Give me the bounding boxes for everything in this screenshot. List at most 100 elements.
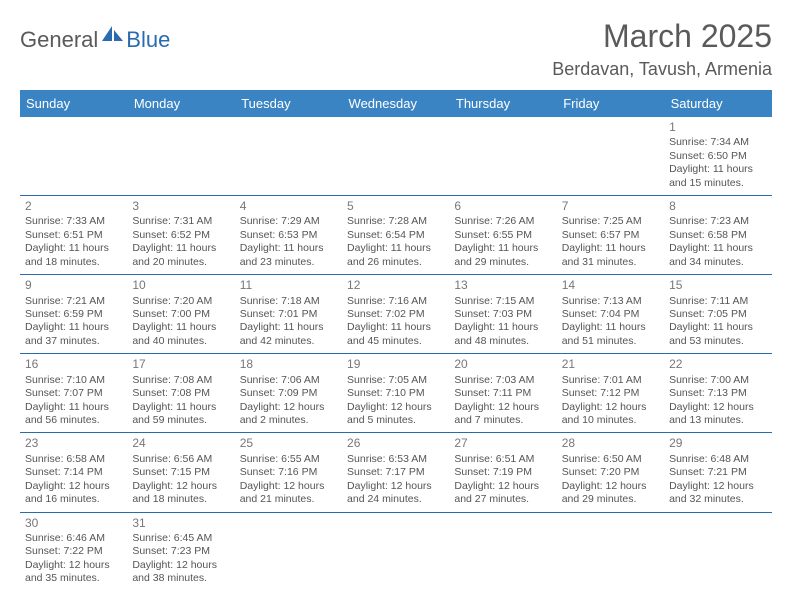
- day-cell: 25Sunrise: 6:55 AMSunset: 7:16 PMDayligh…: [235, 433, 342, 512]
- day-cell: 8Sunrise: 7:23 AMSunset: 6:58 PMDaylight…: [664, 196, 771, 275]
- sunset-line: Sunset: 7:07 PM: [25, 387, 122, 400]
- logo-sail-icon: [102, 24, 124, 47]
- day-number: 22: [669, 357, 766, 372]
- day-number: 15: [669, 278, 766, 293]
- daylight-line: Daylight: 12 hours and 38 minutes.: [132, 559, 229, 586]
- calendar-row: 9Sunrise: 7:21 AMSunset: 6:59 PMDaylight…: [20, 275, 772, 354]
- sunset-line: Sunset: 7:19 PM: [454, 466, 551, 479]
- sunrise-line: Sunrise: 7:03 AM: [454, 374, 551, 387]
- sunrise-line: Sunrise: 7:06 AM: [240, 374, 337, 387]
- calendar-table: Sunday Monday Tuesday Wednesday Thursday…: [20, 90, 772, 591]
- sunrise-line: Sunrise: 7:20 AM: [132, 295, 229, 308]
- day-number: 19: [347, 357, 444, 372]
- day-number: 24: [132, 436, 229, 451]
- day-cell: 20Sunrise: 7:03 AMSunset: 7:11 PMDayligh…: [449, 354, 556, 433]
- col-saturday: Saturday: [664, 90, 771, 117]
- daylight-line: Daylight: 12 hours and 18 minutes.: [132, 480, 229, 507]
- daylight-line: Daylight: 11 hours and 42 minutes.: [240, 321, 337, 348]
- sunrise-line: Sunrise: 7:11 AM: [669, 295, 766, 308]
- day-cell: 9Sunrise: 7:21 AMSunset: 6:59 PMDaylight…: [20, 275, 127, 354]
- sunrise-line: Sunrise: 6:56 AM: [132, 453, 229, 466]
- daylight-line: Daylight: 11 hours and 18 minutes.: [25, 242, 122, 269]
- day-cell: 21Sunrise: 7:01 AMSunset: 7:12 PMDayligh…: [557, 354, 664, 433]
- empty-cell: [557, 117, 664, 196]
- day-cell: 26Sunrise: 6:53 AMSunset: 7:17 PMDayligh…: [342, 433, 449, 512]
- sunset-line: Sunset: 7:10 PM: [347, 387, 444, 400]
- empty-cell: [235, 117, 342, 196]
- day-cell: 6Sunrise: 7:26 AMSunset: 6:55 PMDaylight…: [449, 196, 556, 275]
- daylight-line: Daylight: 11 hours and 40 minutes.: [132, 321, 229, 348]
- sunset-line: Sunset: 7:20 PM: [562, 466, 659, 479]
- calendar-row: 30Sunrise: 6:46 AMSunset: 7:22 PMDayligh…: [20, 512, 772, 591]
- sunset-line: Sunset: 7:03 PM: [454, 308, 551, 321]
- day-number: 6: [454, 199, 551, 214]
- daylight-line: Daylight: 11 hours and 20 minutes.: [132, 242, 229, 269]
- sunset-line: Sunset: 6:55 PM: [454, 229, 551, 242]
- sunrise-line: Sunrise: 7:01 AM: [562, 374, 659, 387]
- daylight-line: Daylight: 11 hours and 56 minutes.: [25, 401, 122, 428]
- daylight-line: Daylight: 12 hours and 32 minutes.: [669, 480, 766, 507]
- daylight-line: Daylight: 12 hours and 16 minutes.: [25, 480, 122, 507]
- sunrise-line: Sunrise: 7:00 AM: [669, 374, 766, 387]
- daylight-line: Daylight: 12 hours and 2 minutes.: [240, 401, 337, 428]
- daylight-line: Daylight: 12 hours and 27 minutes.: [454, 480, 551, 507]
- day-cell: 11 Sunrise: 7:18 AMSunset: 7:01 PMDayligh…: [235, 275, 342, 354]
- day-cell: 3Sunrise: 7:31 AMSunset: 6:52 PMDaylight…: [127, 196, 234, 275]
- day-cell: 15Sunrise: 7:11 AMSunset: 7:05 PMDayligh…: [664, 275, 771, 354]
- day-cell: 19Sunrise: 7:05 AMSunset: 7:10 PMDayligh…: [342, 354, 449, 433]
- sunrise-line: Sunrise: 6:53 AM: [347, 453, 444, 466]
- sunset-line: Sunset: 7:09 PM: [240, 387, 337, 400]
- sunset-line: Sunset: 7:02 PM: [347, 308, 444, 321]
- day-cell: 5Sunrise: 7:28 AMSunset: 6:54 PMDaylight…: [342, 196, 449, 275]
- sunset-line: Sunset: 7:05 PM: [669, 308, 766, 321]
- day-number: 3: [132, 199, 229, 214]
- sunset-line: Sunset: 7:21 PM: [669, 466, 766, 479]
- day-cell: 14Sunrise: 7:13 AMSunset: 7:04 PMDayligh…: [557, 275, 664, 354]
- empty-cell: [557, 512, 664, 591]
- month-title: March 2025: [552, 18, 772, 55]
- daylight-line: Daylight: 11 hours and 59 minutes.: [132, 401, 229, 428]
- logo-text-general: General: [20, 27, 98, 53]
- sunrise-line: Sunrise: 6:55 AM: [240, 453, 337, 466]
- empty-cell: [449, 117, 556, 196]
- day-number: 28: [562, 436, 659, 451]
- sunrise-line: Sunrise: 6:45 AM: [132, 532, 229, 545]
- col-sunday: Sunday: [20, 90, 127, 117]
- sunrise-line: Sunrise: 7:28 AM: [347, 215, 444, 228]
- sunset-line: Sunset: 6:58 PM: [669, 229, 766, 242]
- sunset-line: Sunset: 6:50 PM: [669, 150, 766, 163]
- sunset-line: Sunset: 6:51 PM: [25, 229, 122, 242]
- day-number: 31: [132, 516, 229, 531]
- day-number: 23: [25, 436, 122, 451]
- day-cell: 31Sunrise: 6:45 AMSunset: 7:23 PMDayligh…: [127, 512, 234, 591]
- daylight-line: Daylight: 11 hours and 15 minutes.: [669, 163, 766, 190]
- sunset-line: Sunset: 6:57 PM: [562, 229, 659, 242]
- empty-cell: [127, 117, 234, 196]
- sunset-line: Sunset: 7:13 PM: [669, 387, 766, 400]
- sunset-line: Sunset: 7:01 PM: [240, 308, 337, 321]
- sunset-line: Sunset: 7:12 PM: [562, 387, 659, 400]
- day-number: 5: [347, 199, 444, 214]
- day-cell: 24Sunrise: 6:56 AMSunset: 7:15 PMDayligh…: [127, 433, 234, 512]
- sunrise-line: Sunrise: 7:25 AM: [562, 215, 659, 228]
- calendar-row: 1Sunrise: 7:34 AMSunset: 6:50 PMDaylight…: [20, 117, 772, 196]
- day-number: 17: [132, 357, 229, 372]
- sunrise-line: Sunrise: 7:08 AM: [132, 374, 229, 387]
- day-number: 11: [240, 278, 337, 293]
- daylight-line: Daylight: 12 hours and 7 minutes.: [454, 401, 551, 428]
- day-header-row: Sunday Monday Tuesday Wednesday Thursday…: [20, 90, 772, 117]
- sunrise-line: Sunrise: 7:26 AM: [454, 215, 551, 228]
- daylight-line: Daylight: 11 hours and 37 minutes.: [25, 321, 122, 348]
- empty-cell: [342, 117, 449, 196]
- calendar-row: 23Sunrise: 6:58 AMSunset: 7:14 PMDayligh…: [20, 433, 772, 512]
- day-cell: 28Sunrise: 6:50 AMSunset: 7:20 PMDayligh…: [557, 433, 664, 512]
- sunrise-line: Sunrise: 7:33 AM: [25, 215, 122, 228]
- sunset-line: Sunset: 6:53 PM: [240, 229, 337, 242]
- day-cell: 18Sunrise: 7:06 AMSunset: 7:09 PMDayligh…: [235, 354, 342, 433]
- sunrise-line: Sunrise: 7:15 AM: [454, 295, 551, 308]
- day-cell: 17Sunrise: 7:08 AMSunset: 7:08 PMDayligh…: [127, 354, 234, 433]
- sunset-line: Sunset: 6:59 PM: [25, 308, 122, 321]
- day-number: 2: [25, 199, 122, 214]
- sunrise-line: Sunrise: 7:18 AM: [240, 295, 337, 308]
- sunset-line: Sunset: 7:14 PM: [25, 466, 122, 479]
